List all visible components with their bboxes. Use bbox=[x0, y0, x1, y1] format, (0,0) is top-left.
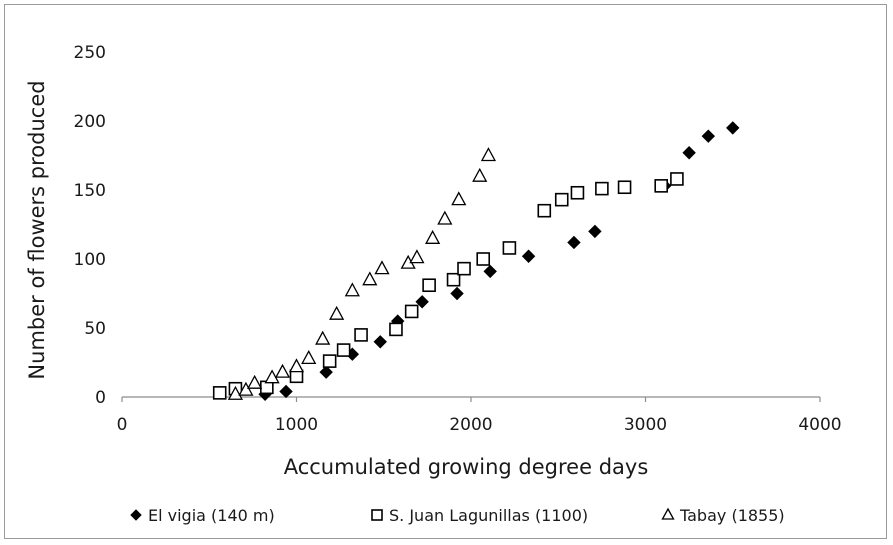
data-point bbox=[288, 358, 305, 373]
data-point bbox=[247, 374, 263, 389]
series-3 bbox=[227, 147, 497, 400]
data-point bbox=[315, 330, 331, 345]
data-point bbox=[437, 210, 453, 225]
x-tick-label: 1000 bbox=[275, 415, 318, 435]
series-2 bbox=[212, 172, 684, 400]
data-point bbox=[319, 365, 333, 379]
data-point bbox=[567, 235, 581, 250]
legend-label: S. Juan Lagunillas (1100) bbox=[389, 506, 588, 525]
legend-label: Tabay (1855) bbox=[679, 506, 785, 525]
data-point bbox=[279, 384, 293, 399]
data-point bbox=[227, 385, 244, 400]
x-axis-title: Accumulated growing degree days bbox=[284, 455, 649, 479]
data-point bbox=[472, 167, 488, 182]
data-point bbox=[404, 304, 419, 319]
data-point bbox=[274, 363, 291, 378]
data-point bbox=[264, 369, 280, 384]
data-point bbox=[537, 203, 552, 218]
data-point bbox=[354, 328, 368, 342]
x-axis-ticks: 0 1000 2000 3000 4000 bbox=[117, 397, 842, 435]
y-tick-label: 100 bbox=[74, 250, 106, 270]
data-point bbox=[322, 354, 337, 368]
data-point bbox=[480, 147, 497, 162]
legend-marker bbox=[661, 507, 675, 520]
plot-area bbox=[212, 121, 740, 401]
legend: El vigia (140 m) S. Juan Lagunillas (1100… bbox=[130, 506, 785, 525]
y-tick-label: 0 bbox=[95, 388, 106, 408]
x-tick-label: 2000 bbox=[449, 415, 492, 435]
x-tick-label: 0 bbox=[117, 415, 128, 435]
data-point bbox=[726, 121, 740, 135]
legend-label: El vigia (140 m) bbox=[148, 506, 275, 525]
data-point bbox=[483, 264, 497, 279]
data-point bbox=[374, 260, 390, 275]
y-axis-ticks: 0 50 100 150 200 250 bbox=[74, 43, 106, 408]
legend-marker bbox=[130, 509, 142, 521]
data-point bbox=[670, 172, 684, 186]
data-point bbox=[451, 191, 467, 206]
data-point bbox=[329, 305, 345, 320]
data-point bbox=[212, 386, 227, 400]
data-point bbox=[502, 241, 517, 255]
data-point bbox=[344, 282, 360, 297]
y-tick-label: 150 bbox=[74, 181, 106, 201]
y-tick-label: 200 bbox=[74, 112, 106, 132]
data-point bbox=[415, 295, 429, 309]
data-point bbox=[554, 192, 569, 207]
data-point bbox=[422, 278, 436, 293]
x-tick-label: 3000 bbox=[624, 415, 667, 435]
data-point bbox=[701, 129, 716, 143]
y-tick-label: 250 bbox=[74, 43, 106, 63]
data-point bbox=[521, 249, 536, 263]
data-point bbox=[682, 146, 696, 160]
x-tick-label: 4000 bbox=[798, 415, 841, 435]
data-point bbox=[336, 343, 351, 357]
data-point bbox=[457, 261, 471, 276]
data-point bbox=[476, 252, 491, 266]
data-point bbox=[450, 286, 464, 301]
data-point bbox=[617, 180, 632, 195]
y-axis-title: Number of flowers produced bbox=[25, 80, 49, 379]
chart-frame bbox=[4, 4, 887, 539]
data-point bbox=[588, 224, 602, 239]
legend-marker bbox=[371, 509, 383, 521]
data-point bbox=[362, 271, 378, 286]
data-point bbox=[409, 249, 425, 264]
data-point bbox=[570, 185, 585, 200]
data-point bbox=[373, 335, 387, 349]
data-point bbox=[389, 322, 403, 337]
y-tick-label: 50 bbox=[84, 319, 106, 339]
data-point bbox=[238, 381, 254, 396]
data-point bbox=[446, 272, 461, 287]
data-point bbox=[425, 229, 441, 244]
data-point bbox=[301, 349, 317, 365]
data-point bbox=[595, 181, 609, 196]
data-point bbox=[654, 179, 669, 193]
